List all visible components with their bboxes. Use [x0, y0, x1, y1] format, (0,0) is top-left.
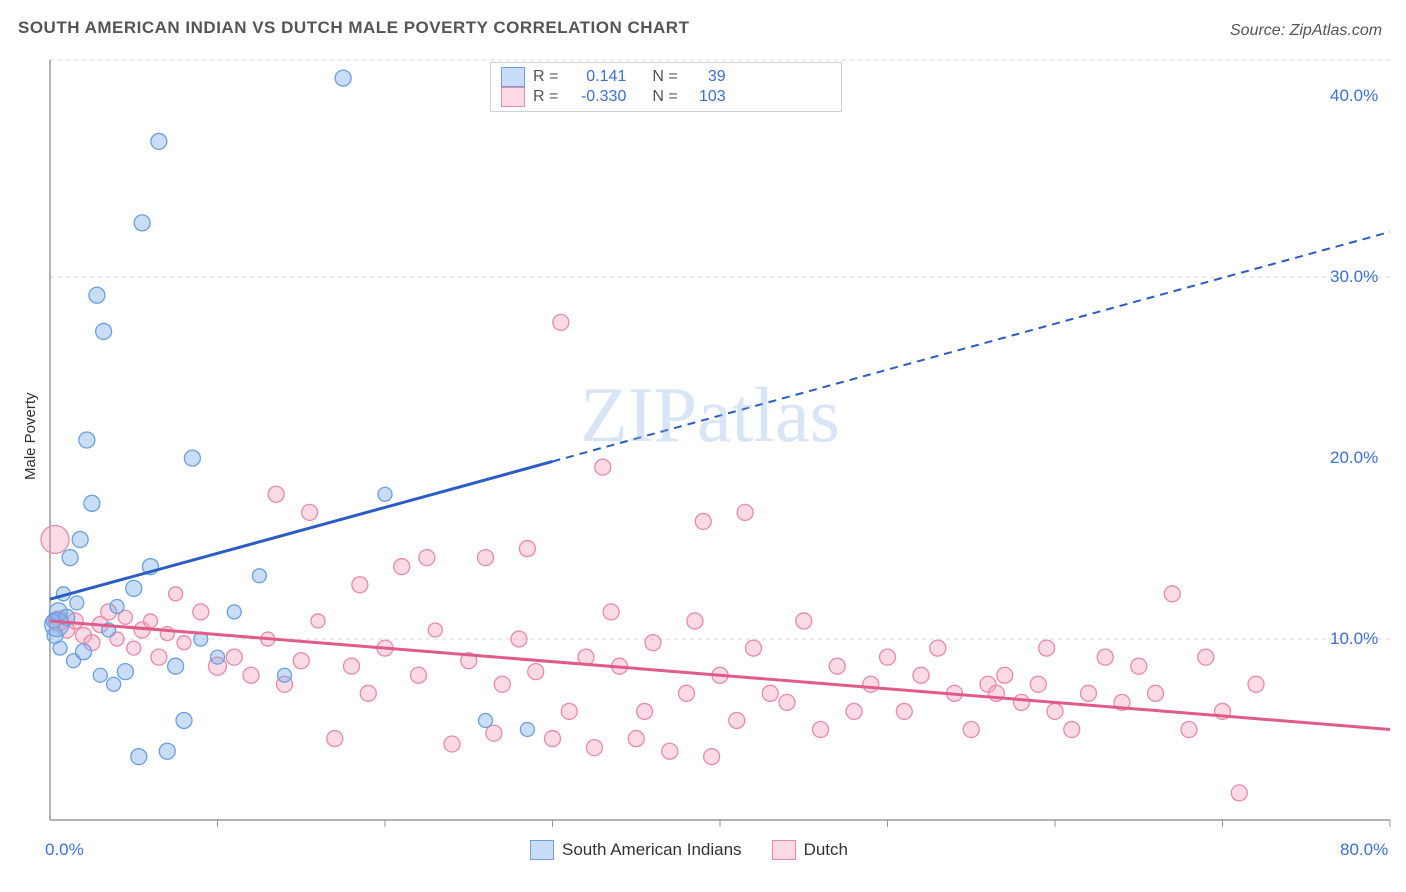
n-value-s1: 39	[686, 68, 726, 86]
swatch-s2	[772, 840, 796, 860]
legend-item-s2: Dutch	[772, 840, 848, 860]
n-value-s2: 103	[686, 88, 726, 106]
correlation-legend: R = 0.141 N = 39 R = -0.330 N = 103	[490, 62, 842, 112]
series-legend: South American Indians Dutch	[530, 840, 848, 860]
x-tick-label: 80.0%	[1340, 840, 1388, 860]
r-label: R =	[533, 88, 558, 106]
r-value-s2: -0.330	[566, 88, 626, 106]
y-tick-label: 30.0%	[1330, 267, 1378, 287]
y-tick-label: 20.0%	[1330, 448, 1378, 468]
x-tick-label: 0.0%	[45, 840, 84, 860]
y-tick-label: 40.0%	[1330, 86, 1378, 106]
series-name-s2: Dutch	[804, 840, 848, 860]
n-label: N =	[652, 88, 677, 106]
n-label: N =	[652, 68, 677, 86]
r-label: R =	[533, 68, 558, 86]
correlation-chart	[0, 0, 1406, 892]
swatch-s1	[530, 840, 554, 860]
y-tick-label: 10.0%	[1330, 629, 1378, 649]
legend-row-s2: R = -0.330 N = 103	[501, 87, 831, 107]
series-name-s1: South American Indians	[562, 840, 742, 860]
r-value-s1: 0.141	[566, 68, 626, 86]
swatch-s1	[501, 67, 525, 87]
legend-row-s1: R = 0.141 N = 39	[501, 67, 831, 87]
legend-item-s1: South American Indians	[530, 840, 742, 860]
swatch-s2	[501, 87, 525, 107]
